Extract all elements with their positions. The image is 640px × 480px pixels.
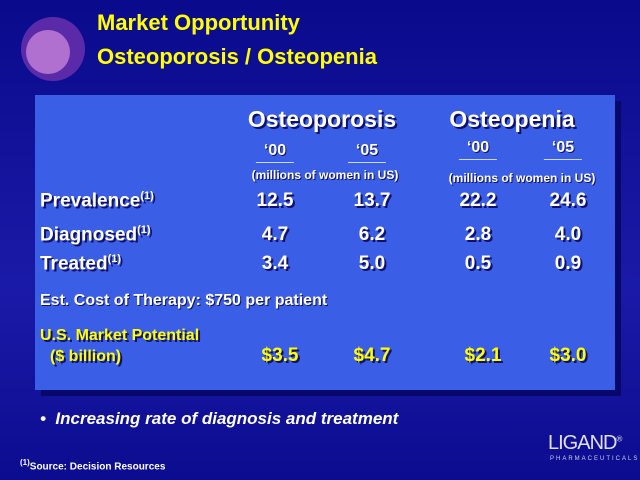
market-cell: $4.7 — [353, 345, 391, 366]
cell: 12.5 — [256, 190, 294, 211]
row-label-text: Prevalence — [40, 190, 141, 212]
market-cell: $2.1 — [464, 345, 502, 366]
market-cell: $3.5 — [261, 345, 299, 366]
row-label-note: (1) — [137, 224, 151, 236]
row-label: Diagnosed(1) — [40, 224, 151, 246]
unit-label: (millions of women in US) — [251, 168, 399, 182]
footnote: (1)Source: Decision Resources — [20, 458, 165, 472]
title: Market Opportunity — [97, 10, 300, 35]
market-label: U.S. Market Potential — [40, 327, 200, 344]
group-header: Osteopenia — [449, 106, 575, 132]
logo-mark: ® — [616, 434, 622, 444]
cell: 22.2 — [459, 190, 497, 211]
footnote-text: Source: Decision Resources — [29, 461, 166, 473]
row-label-note: (1) — [140, 190, 154, 202]
year-header: ‘05 — [347, 142, 387, 163]
cell: 6.2 — [358, 224, 386, 245]
footnote-marker: (1) — [20, 458, 30, 467]
cell: 0.9 — [554, 253, 582, 274]
group-header: Osteoporosis — [247, 106, 397, 132]
row-label-note: (1) — [107, 253, 122, 265]
market-cell: $3.0 — [549, 345, 587, 366]
cell: 4.7 — [261, 224, 289, 245]
year-header: ‘05 — [543, 139, 583, 160]
logo-name: LIGAND — [548, 432, 617, 454]
bullet: • Increasing rate of diagnosis and treat… — [40, 409, 399, 428]
row-label-text: Treated — [40, 253, 108, 275]
cell: 2.8 — [464, 224, 492, 245]
title: Osteoporosis / Osteopenia — [97, 44, 377, 69]
cell: 0.5 — [464, 253, 492, 274]
cell: 3.4 — [261, 253, 289, 274]
logo-tagline: PHARMACEUTICALS — [550, 456, 640, 462]
logo: LIGAND® — [548, 432, 622, 455]
cost-note: Est. Cost of Therapy: $750 per patient — [40, 292, 328, 309]
bullet-text: Increasing rate of diagnosis and treatme… — [55, 409, 399, 428]
cell: 4.0 — [554, 224, 582, 245]
cell: 24.6 — [549, 190, 587, 211]
year-header: ‘00 — [458, 139, 498, 160]
unit-label: (millions of women in US) — [448, 171, 596, 185]
row-label: Prevalence(1) — [40, 190, 154, 212]
decor-circle — [21, 17, 85, 81]
cell: 13.7 — [353, 190, 391, 211]
row-label-text: Diagnosed — [40, 224, 138, 246]
year-header: ‘00 — [255, 142, 295, 163]
row-label: Treated(1) — [40, 253, 121, 275]
market-label: ($ billion) — [50, 348, 122, 365]
cell: 5.0 — [358, 253, 386, 274]
table-panel — [35, 95, 615, 390]
